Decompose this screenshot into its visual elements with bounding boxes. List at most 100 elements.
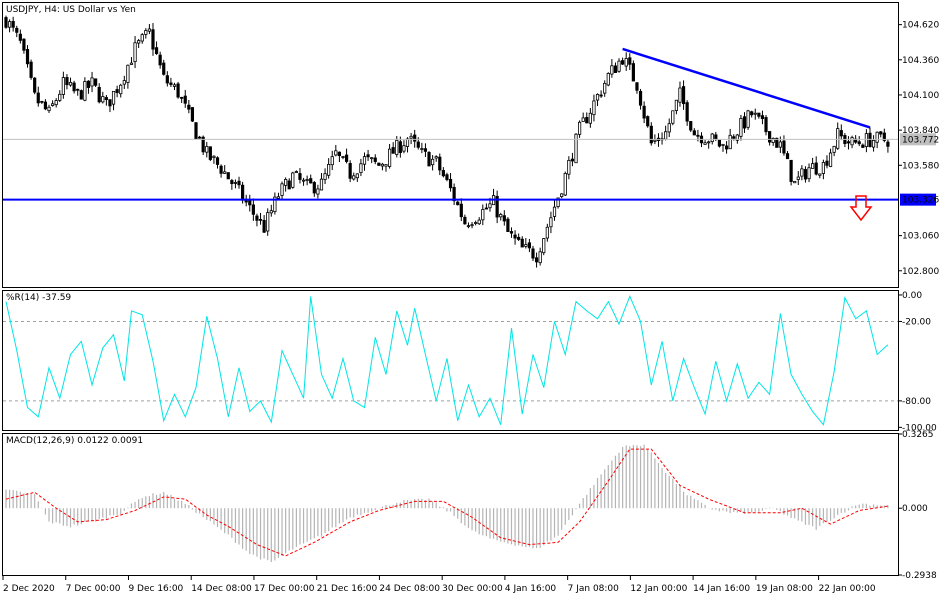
williams-r-pane[interactable]: %R(14) -37.59 — [2, 290, 899, 431]
candle-body — [664, 131, 668, 140]
candle-body — [94, 78, 98, 86]
candle-body — [674, 99, 678, 111]
candle-body — [484, 207, 488, 210]
candle-body — [86, 80, 91, 88]
candle-body — [474, 222, 478, 224]
candle-body — [319, 178, 324, 191]
candle-body — [373, 157, 377, 162]
price-axis-label: 104.360 — [902, 56, 939, 66]
candle-body — [488, 203, 492, 209]
candle-body — [355, 173, 359, 179]
price-candles — [4, 15, 890, 268]
candle-body — [732, 136, 736, 139]
candle-body — [782, 140, 786, 154]
candle-body — [334, 150, 338, 156]
candle-body — [438, 156, 442, 171]
price-axis-label: 104.620 — [902, 21, 939, 31]
candle-body — [689, 121, 693, 131]
price-axis-label: 103.840 — [902, 126, 939, 136]
candle-body — [187, 104, 191, 110]
trendline[interactable] — [622, 47, 871, 129]
candle-body — [61, 77, 65, 95]
candle-body — [753, 112, 757, 115]
candle-body — [269, 210, 273, 214]
candle-body — [180, 96, 184, 99]
williams-r-pane-border — [2, 290, 899, 431]
candle-body — [25, 49, 30, 65]
candle-body — [431, 158, 435, 166]
candle-body — [692, 130, 696, 136]
candle-body — [22, 38, 26, 51]
candle-body — [183, 95, 187, 104]
candle-body — [391, 147, 395, 154]
candle-body — [384, 164, 388, 167]
candle-body — [517, 236, 521, 240]
candle-body — [115, 89, 119, 93]
macd-pane-border — [2, 433, 899, 576]
candle-body — [875, 131, 879, 143]
williams-r-label: %R(14) -37.59 — [6, 293, 71, 303]
candle-body — [133, 42, 137, 63]
candle-body — [126, 64, 130, 83]
candle-body — [671, 110, 675, 124]
candle-body — [83, 81, 87, 101]
candle-body — [585, 117, 589, 124]
candle-body — [857, 141, 861, 145]
candle-body — [775, 137, 779, 148]
candle-body — [51, 103, 55, 106]
macd-signal-polyline — [5, 448, 888, 557]
candle-body — [280, 183, 284, 196]
candle-body — [811, 163, 815, 169]
candle-body — [226, 172, 230, 180]
candle-body — [678, 87, 682, 103]
candle-body — [621, 60, 625, 65]
price-pane[interactable]: USDJPY, H4: US Dollar vs Yen — [2, 2, 899, 288]
candle-body — [251, 204, 255, 215]
candle-body — [868, 132, 872, 147]
candle-body — [413, 134, 417, 142]
candle-body — [466, 225, 471, 228]
candle-body — [405, 138, 410, 147]
candle-body — [316, 188, 320, 195]
macd-pane[interactable]: MACD(12,26,9) 0.0122 0.0091 — [2, 433, 899, 576]
candle-body — [144, 30, 148, 35]
candle-body — [241, 184, 245, 201]
candle-body — [452, 186, 456, 202]
candle-body — [592, 100, 596, 116]
candle-body — [205, 146, 209, 153]
candle-body — [710, 133, 714, 143]
candle-body — [764, 117, 768, 133]
candle-body — [147, 28, 151, 32]
candle-body — [477, 219, 481, 225]
price-pane-border — [2, 2, 899, 288]
candle-body — [445, 174, 449, 180]
candle-body — [323, 173, 327, 180]
candle-body — [427, 152, 431, 167]
candle-body — [631, 63, 635, 82]
candle-body — [481, 209, 485, 221]
macd-label: MACD(12,26,9) 0.0122 0.0091 — [6, 436, 143, 446]
candle-body — [40, 100, 44, 103]
candle-body — [538, 251, 542, 264]
candle-body — [165, 75, 169, 84]
williams-r-axis-label: -20.00 — [902, 317, 931, 327]
williams-r-axis: 0.00 -20.00 -80.00 -100.00 — [898, 291, 937, 433]
candle-body — [122, 80, 126, 85]
candle-body — [4, 17, 8, 28]
candle-body — [463, 216, 467, 225]
candle-body — [513, 234, 517, 239]
candle-body — [803, 169, 808, 180]
candle-body — [771, 137, 775, 143]
candle-body — [190, 107, 195, 122]
candle-body — [158, 54, 162, 66]
time-axis: 2 Dec 2020 7 Dec 00:00 9 Dec 16:00 14 Dec 0… — [2, 576, 876, 594]
chart-title: USDJPY, H4: US Dollar vs Yen — [6, 5, 136, 15]
candle-body — [54, 100, 58, 106]
candle-body — [416, 141, 420, 148]
candle-body — [832, 145, 836, 153]
williams-r-levels — [3, 320, 898, 402]
williams-r-axis-label: 0.00 — [902, 291, 922, 301]
candle-body — [230, 180, 234, 184]
candle-body — [861, 144, 865, 148]
